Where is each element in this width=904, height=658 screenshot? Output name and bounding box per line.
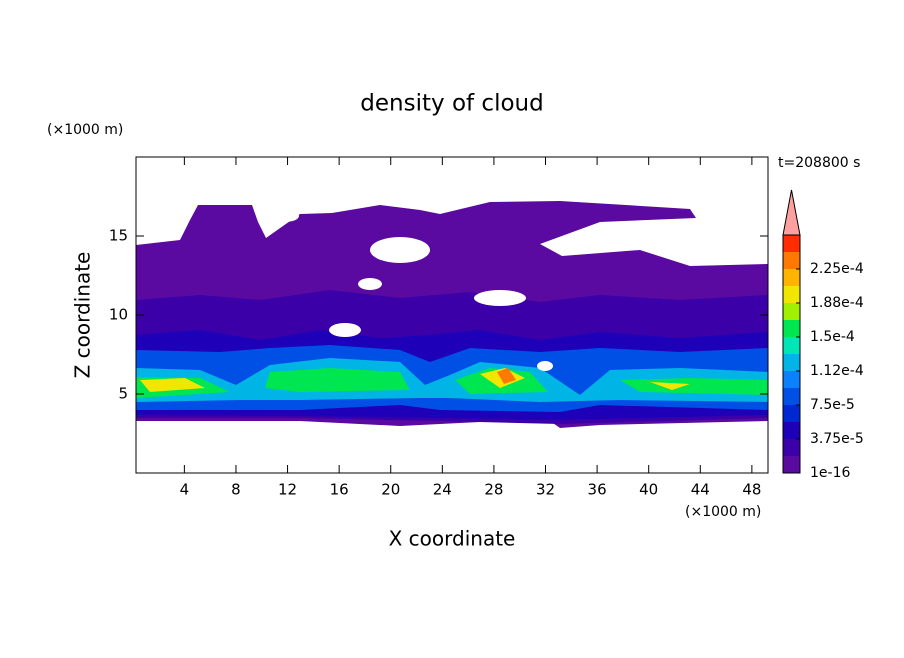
- colorbar-band: [783, 371, 800, 388]
- x-tick-label: 20: [381, 481, 400, 499]
- colorbar-band: [783, 388, 800, 405]
- x-tick-label: 48: [742, 481, 761, 499]
- y-tick-label: 5: [118, 385, 128, 403]
- colorbar-band: [783, 303, 800, 320]
- colorbar-band: [783, 320, 800, 337]
- contour-field: [136, 201, 768, 428]
- colorbar-band: [783, 439, 800, 456]
- x-axis-title: X coordinate: [389, 527, 516, 551]
- colorbar-band: [783, 252, 800, 269]
- colorbar-tick-label: 1e-16: [810, 465, 850, 481]
- colorbar-tick-label: 3.75e-5: [810, 431, 864, 447]
- x-tick-label: 12: [278, 481, 297, 499]
- colorbar-tick-label: 7.5e-5: [810, 397, 855, 413]
- y-unit: (×1000 m): [47, 122, 123, 138]
- x-tick-label: 36: [588, 481, 607, 499]
- x-tick-label: 8: [231, 481, 241, 499]
- x-tick-label: 44: [691, 481, 710, 499]
- x-tick-label: 4: [180, 481, 190, 499]
- colorbar-tick-label: 1.5e-4: [810, 329, 855, 345]
- colorbar-band: [783, 235, 800, 252]
- colorbar-band: [783, 456, 800, 473]
- contour-region: [136, 368, 768, 398]
- y-axis-title: Z coordinate: [71, 252, 95, 379]
- x-tick-label: 40: [639, 481, 658, 499]
- contour-region: [497, 368, 516, 384]
- colorbar-extension: [782, 189, 801, 236]
- colorbar-band: [783, 354, 800, 371]
- time-annotation: t=208800 s: [778, 155, 860, 171]
- x-tick-label: 16: [330, 481, 349, 499]
- colorbar-tick-label: 1.88e-4: [810, 295, 864, 311]
- chart-title: density of cloud: [360, 91, 543, 117]
- y-tick-label: 15: [109, 227, 128, 245]
- colorbar-band: [783, 269, 800, 286]
- colorbar-band: [783, 422, 800, 439]
- x-tick-label: 32: [536, 481, 555, 499]
- x-tick-label: 24: [433, 481, 452, 499]
- colorbar-tick-label: 2.25e-4: [810, 261, 864, 277]
- colorbar-tick-label: 1.12e-4: [810, 363, 864, 379]
- colorbar: 1e-16 3.75e-5 7.5e-5 1.12e-4 1.5e-4 1.88e-4 2.…: [782, 189, 864, 481]
- x-unit: (×1000 m): [685, 504, 761, 520]
- colorbar-band: [783, 286, 800, 303]
- colorbar-band: [783, 405, 800, 422]
- y-tick-label: 10: [109, 306, 128, 324]
- colorbar-frame: [782, 234, 801, 474]
- colorbar-band: [783, 337, 800, 354]
- x-tick-label: 28: [484, 481, 503, 499]
